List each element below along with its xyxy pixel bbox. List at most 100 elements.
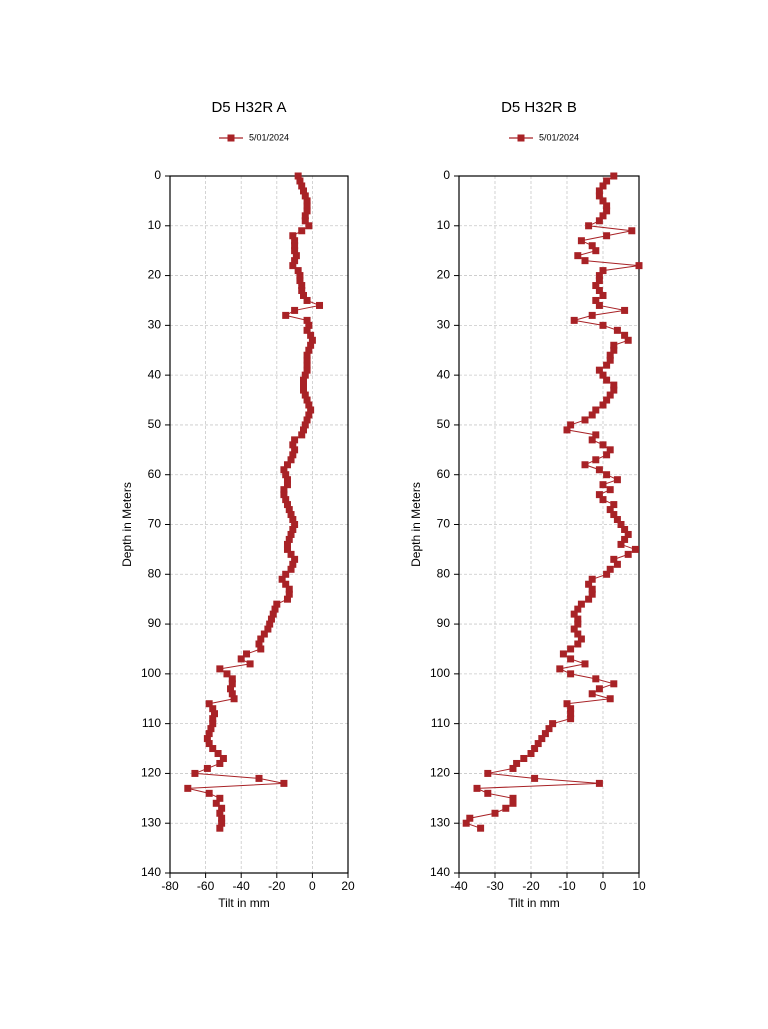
legend-label: 5/01/2024 (249, 132, 289, 142)
data-point (291, 306, 299, 314)
data-point (283, 481, 291, 489)
data-point (207, 725, 215, 733)
data-point (191, 769, 199, 777)
data-point (595, 272, 603, 280)
data-point (588, 411, 596, 419)
data-point (291, 555, 299, 563)
data-point (599, 321, 607, 329)
data-point (577, 237, 585, 245)
data-point (595, 366, 603, 374)
data-point (513, 759, 521, 767)
data-point (577, 635, 585, 643)
data-point (592, 406, 600, 414)
y-tick-label: 50 (437, 417, 451, 431)
data-point (635, 262, 643, 270)
data-point (588, 590, 596, 598)
data-point (462, 819, 470, 827)
data-point (291, 242, 299, 250)
data-point (610, 341, 618, 349)
data-point (599, 441, 607, 449)
data-point (621, 331, 629, 339)
data-point (610, 501, 618, 509)
data-point (301, 421, 309, 429)
y-tick-label: 10 (437, 218, 451, 232)
y-tick-label: 70 (437, 517, 451, 531)
data-point (305, 401, 313, 409)
data-point (289, 441, 297, 449)
data-point (301, 391, 309, 399)
data-point (267, 615, 275, 623)
data-point (216, 759, 224, 767)
data-point (599, 212, 607, 220)
data-point (567, 705, 575, 713)
data-point (603, 207, 611, 215)
data-point (264, 625, 272, 633)
legend-label: 5/01/2024 (539, 132, 579, 142)
data-point (603, 232, 611, 240)
data-point (303, 197, 311, 205)
data-point (574, 640, 582, 648)
data-point (285, 590, 293, 598)
data-point (585, 222, 593, 230)
data-point (556, 665, 564, 673)
data-point (484, 789, 492, 797)
data-point (205, 730, 213, 738)
data-point (203, 764, 211, 772)
data-point (216, 665, 224, 673)
data-point (209, 715, 217, 723)
data-point (303, 207, 311, 215)
y-tick-label: 110 (142, 716, 161, 730)
data-point (283, 461, 291, 469)
data-point (595, 301, 603, 309)
data-point (603, 471, 611, 479)
data-point (303, 351, 311, 359)
data-point (278, 575, 286, 583)
y-tick-label: 20 (437, 268, 451, 282)
data-point (599, 291, 607, 299)
data-point (595, 187, 603, 195)
data-point (294, 267, 302, 275)
data-point (255, 774, 263, 782)
data-point (243, 650, 251, 658)
data-point (527, 750, 535, 758)
data-point (595, 217, 603, 225)
data-point (567, 421, 575, 429)
data-point (296, 177, 304, 185)
y-tick-label: 50 (148, 417, 162, 431)
data-point (509, 794, 517, 802)
data-point (484, 769, 492, 777)
data-point (294, 172, 302, 180)
data-point (585, 580, 593, 588)
data-point (610, 680, 618, 688)
data-point (305, 346, 313, 354)
data-point (307, 331, 315, 339)
data-point (610, 381, 618, 389)
x-tick-label: -60 (197, 879, 215, 893)
data-point (230, 695, 238, 703)
data-point (592, 675, 600, 683)
data-point (298, 227, 306, 235)
data-point (280, 491, 288, 499)
data-point (595, 491, 603, 499)
data-point (538, 735, 546, 743)
data-point (574, 630, 582, 638)
data-point (283, 595, 291, 603)
data-point (603, 177, 611, 185)
data-point (595, 277, 603, 285)
data-point (592, 296, 600, 304)
data-point (282, 496, 290, 504)
data-point (280, 779, 288, 787)
data-point (606, 446, 614, 454)
data-point (298, 282, 306, 290)
data-point (211, 710, 218, 718)
y-axis-label: Depth in Meters (409, 482, 423, 567)
data-point (303, 326, 311, 334)
data-point (205, 740, 213, 748)
y-tick-label: 30 (148, 318, 162, 332)
data-point (610, 346, 618, 354)
data-point (289, 516, 297, 524)
data-point (300, 386, 307, 394)
data-point (570, 610, 578, 618)
x-tick-label: 10 (632, 879, 646, 893)
data-point (592, 431, 600, 439)
